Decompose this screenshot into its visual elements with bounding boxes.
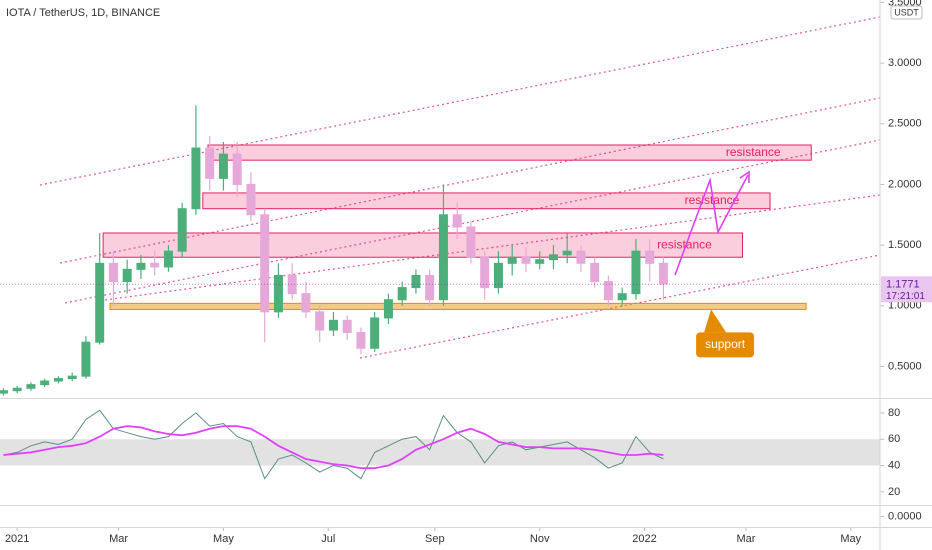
candle-body [603,281,613,301]
candle-body [438,214,448,301]
candle-body [535,259,545,264]
candle-body [95,262,105,343]
projection-arrow [674,170,750,276]
currency: USDT [894,7,919,17]
resistance-zone [207,144,812,161]
candle-body [205,147,215,179]
candle-body [191,147,201,210]
candle-body [658,262,668,285]
y-tick-label: 1.5000 [888,239,922,251]
candle-body [122,268,132,283]
zone-label: support [705,337,746,351]
candle-body [411,274,421,289]
y-tick-label: 80 [888,407,900,419]
candle-body [480,256,490,289]
candle-body [163,250,173,268]
candle-body [12,387,22,392]
support-zone [109,302,807,310]
x-tick-label: Sep [425,533,445,545]
candle-body [562,250,572,256]
y-tick-label: 0.5000 [888,360,922,372]
candle-body [301,293,311,313]
candle-body [576,250,586,264]
channel-lines [39,16,881,359]
candle-body [452,214,462,228]
x-tick-label: Mar [109,533,128,545]
y-tick-label: 40 [888,459,900,471]
last-price-label: 1.1771 [886,279,920,291]
y-tick-label: 20 [888,486,900,498]
candle-body [631,250,641,295]
candle-body [425,274,435,301]
channel-line [104,194,881,301]
candle-body [273,274,283,313]
x-tick-label: May [840,533,861,545]
candle-body [328,319,338,331]
candle-body [370,317,380,349]
y-tick-label: 0.0000 [888,510,922,522]
candle-body [590,262,600,283]
candle-body [260,214,270,313]
x-tick-label: Nov [530,533,550,545]
rsi-band [0,439,880,466]
symbol-title: IOTA / TetherUS, 1D, BINANCE [6,7,160,19]
zone-label: resistance [685,193,740,207]
x-tick-label: May [213,533,234,545]
candle-body [232,153,242,185]
x-tick-label: Mar [736,533,755,545]
candle-body [521,256,531,264]
candle-body [246,183,256,216]
candle-body [177,208,187,252]
last-price-tag [881,276,932,303]
x-tick-label: Jul [321,533,335,545]
y-tick-label: 1.0000 [888,300,922,312]
candle-body [383,299,393,319]
candle-body [397,287,407,301]
resistance-zone [202,192,771,210]
candle-body [548,254,558,261]
candle-body [40,380,50,386]
zone-label: resistance [657,237,712,251]
rsi-ma-line [3,425,664,470]
channel-line [359,254,881,359]
candle-body [81,341,91,377]
currency-box [890,5,923,20]
y-tick-label: 3.0000 [888,57,922,69]
candle-body [466,226,476,258]
candle-body [617,293,627,301]
x-tick-label: 2022 [632,533,656,545]
y-tick-label: 60 [888,433,900,445]
zone-label: resistance [726,145,781,159]
candle-body [53,378,63,382]
candle-body [342,319,352,333]
candle-body [507,256,517,264]
candle-body [315,311,325,331]
candle-body [150,262,160,268]
candle-body [0,390,8,394]
countdown: 17:21:01 [886,291,925,302]
candle-body [645,250,655,264]
candle-body [218,153,228,179]
y-tick-label: 3.5000 [888,0,922,8]
y-tick-label: 2.5000 [888,118,922,130]
channel-line [64,139,881,304]
candle-body [493,262,503,289]
y-tick-label: 2.0000 [888,178,922,190]
candle-body [108,262,118,283]
callout-box [696,332,755,358]
callout-pointer [704,309,727,333]
x-tick-label: 2021 [5,533,29,545]
candle-body [136,262,146,270]
candle-body [26,384,36,389]
candle-body [67,375,77,380]
candle-body [356,331,366,349]
